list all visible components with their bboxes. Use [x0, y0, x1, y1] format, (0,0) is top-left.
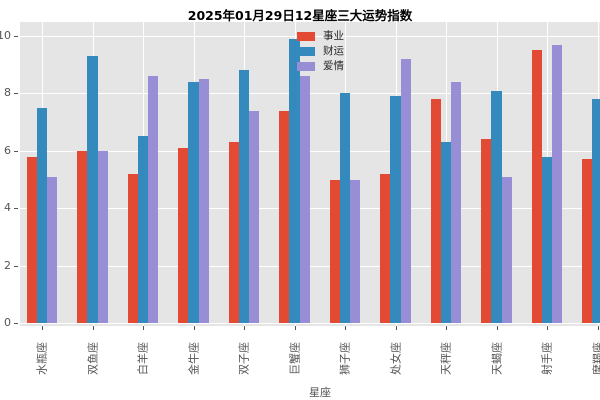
x-tick-label: 金牛座: [187, 342, 200, 375]
y-tick-label: 2: [4, 258, 11, 272]
y-gridline: [20, 93, 600, 95]
chart-title: 2025年01月29日12星座三大运势指数: [187, 8, 413, 23]
bar-财运-狮子座: [339, 93, 351, 323]
y-tick-mark: [14, 208, 18, 210]
x-tick-mark: [42, 326, 43, 330]
y-tick-mark: [14, 265, 18, 267]
y-tick-label: 4: [4, 201, 11, 215]
bar-爱情-巨蟹座: [299, 76, 310, 323]
y-tick-label: 10: [0, 29, 11, 42]
bar-事业-双子座: [228, 142, 239, 323]
bar-爱情-双鱼座: [97, 150, 108, 323]
x-tick-mark: [92, 326, 94, 330]
y-gridline: [20, 208, 600, 210]
bar-事业-金牛座: [178, 147, 189, 323]
x-tick-label: 射手座: [540, 342, 554, 375]
legend-entry: 财运: [297, 44, 344, 59]
bar-财运-双子座: [238, 70, 250, 323]
x-tick-label: 摩羯座: [591, 342, 600, 375]
legend-entry: 事业: [297, 29, 344, 44]
bar-事业-天秤座: [430, 99, 441, 323]
legend-label: 爱情: [323, 60, 344, 72]
bar-事业-狮子座: [329, 179, 340, 323]
bar-爱情-天秤座: [451, 81, 462, 323]
bar-爱情-双子座: [249, 110, 260, 323]
bar-事业-白羊座: [127, 173, 138, 323]
y-gridline: [20, 150, 600, 152]
bar-财运-白羊座: [137, 136, 149, 323]
x-tick-mark: [345, 326, 346, 330]
bar-财运-双鱼座: [87, 56, 98, 323]
legend-swatch-事业: [297, 32, 315, 41]
legend-label: 财运: [323, 45, 344, 57]
bar-爱情-狮子座: [350, 179, 361, 323]
y-gridline: [20, 265, 600, 267]
legend-swatch-财运: [297, 47, 315, 56]
y-gridline: [20, 323, 600, 324]
x-tick-label: 天蝎座: [490, 342, 503, 375]
bar-财运-处女座: [390, 96, 401, 323]
bar-爱情-白羊座: [148, 76, 159, 323]
y-tick-mark: [14, 36, 18, 37]
x-tick-mark: [496, 326, 498, 330]
bar-财运-天蝎座: [491, 90, 502, 323]
y-tick-label: 0: [4, 316, 11, 329]
y-tick-mark: [14, 93, 18, 95]
bar-事业-水瓶座: [26, 156, 37, 323]
y-tick-label: 8: [4, 86, 11, 100]
bar-事业-双鱼座: [77, 150, 88, 323]
bar-财运-水瓶座: [36, 107, 48, 323]
y-tick-mark: [14, 323, 18, 324]
bar-财运-巨蟹座: [289, 38, 300, 323]
plot-area: [20, 22, 600, 326]
bar-爱情-天蝎座: [501, 176, 512, 323]
legend-label: 事业: [323, 30, 344, 42]
x-tick-mark: [547, 326, 548, 330]
bar-爱情-射手座: [552, 44, 563, 323]
x-tick-mark: [446, 326, 447, 330]
x-tick-label: 双鱼座: [86, 342, 99, 375]
bar-财运-射手座: [541, 156, 553, 323]
bar-财运-天秤座: [440, 142, 452, 323]
x-tick-label: 天秤座: [439, 342, 453, 375]
x-tick-mark: [294, 326, 296, 330]
bar-事业-巨蟹座: [279, 110, 290, 323]
legend-entry: 爱情: [297, 59, 344, 74]
bar-事业-天蝎座: [481, 139, 492, 323]
x-tick-mark: [244, 326, 245, 330]
bar-爱情-处女座: [400, 58, 411, 323]
bar-爱情-水瓶座: [47, 176, 58, 323]
bar-财运-摩羯座: [592, 99, 600, 323]
x-tick-label: 水瓶座: [35, 342, 49, 375]
x-tick-mark: [193, 326, 195, 330]
x-tick-label: 白羊座: [136, 342, 150, 375]
bar-事业-摩羯座: [582, 159, 593, 323]
bar-事业-处女座: [380, 173, 391, 323]
bar-爱情-金牛座: [198, 79, 209, 323]
y-tick-label: 6: [4, 143, 11, 157]
bar-事业-射手座: [531, 50, 542, 323]
x-axis-title: 星座: [309, 386, 331, 399]
x-tick-mark: [395, 326, 397, 330]
x-tick-mark: [143, 326, 144, 330]
bar-财运-金牛座: [188, 81, 199, 323]
legend: 事业 财运 爱情: [297, 29, 344, 74]
y-tick-mark: [14, 150, 18, 152]
x-tick-mark: [597, 326, 599, 330]
legend-swatch-爱情: [297, 62, 315, 71]
